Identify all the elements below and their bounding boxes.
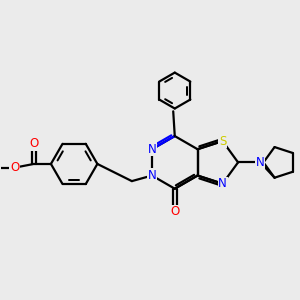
Text: O: O <box>29 137 38 150</box>
Text: O: O <box>10 161 19 174</box>
Text: O: O <box>170 206 179 218</box>
Text: N: N <box>148 143 156 156</box>
Text: N: N <box>148 169 156 182</box>
Text: N: N <box>218 177 227 190</box>
Text: S: S <box>219 135 226 148</box>
Text: N: N <box>256 156 265 169</box>
